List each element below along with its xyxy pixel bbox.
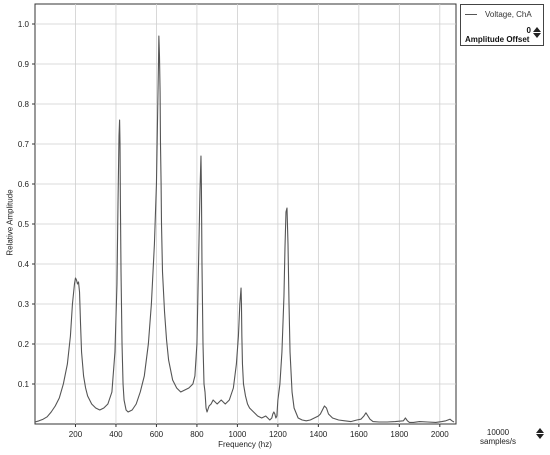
y-tick-label: 1.0 xyxy=(18,20,30,29)
spin-up-icon[interactable] xyxy=(533,27,541,32)
y-tick-label: 0.5 xyxy=(18,220,30,229)
x-tick-label: 2000 xyxy=(431,430,449,439)
x-tick-label: 1600 xyxy=(350,430,368,439)
x-axis-label: Frequency (hz) xyxy=(218,440,272,449)
series-line xyxy=(34,35,455,423)
legend-entry: Voltage, ChA xyxy=(465,10,532,19)
amplitude-offset-label: Amplitude Offset xyxy=(465,35,530,44)
spin-down-icon[interactable] xyxy=(533,33,541,38)
legend-panel: Voltage, ChA 0 Amplitude Offset xyxy=(460,4,544,46)
x-tick-label: 800 xyxy=(190,430,204,439)
y-tick-label: 0.7 xyxy=(18,140,30,149)
x-tick-label: 1000 xyxy=(229,430,247,439)
x-tick-label: 400 xyxy=(109,430,123,439)
x-tick-label: 1200 xyxy=(269,430,287,439)
x-tick-label: 1800 xyxy=(390,430,408,439)
sample-rate-spinner[interactable] xyxy=(536,428,544,439)
x-tick-label: 1400 xyxy=(309,430,327,439)
plot-area xyxy=(34,3,457,425)
y-tick-label: 0.4 xyxy=(18,260,30,269)
amplitude-offset-value: 0 xyxy=(526,26,531,35)
series-swatch xyxy=(465,14,477,15)
y-tick-label: 0.8 xyxy=(18,100,30,109)
y-tick-label: 0.2 xyxy=(18,340,30,349)
amplitude-offset-spinner[interactable] xyxy=(533,27,541,38)
y-tick-label: 0.9 xyxy=(18,60,30,69)
x-tick-label: 600 xyxy=(150,430,164,439)
y-tick-label: 0.3 xyxy=(18,300,30,309)
sample-rate-value: 10000 xyxy=(486,428,510,437)
y-axis-label: Relative Amplitude xyxy=(5,189,15,256)
sample-rate-display: 10000 samples/s xyxy=(480,428,516,446)
y-tick-label: 0.6 xyxy=(18,180,30,189)
y-tick-label: 0.1 xyxy=(18,380,30,389)
rate-down-icon[interactable] xyxy=(536,434,544,439)
x-tick-label: 200 xyxy=(69,430,83,439)
sample-rate-unit: samples/s xyxy=(480,437,517,446)
legend-series-label: Voltage, ChA xyxy=(485,10,532,19)
rate-up-icon[interactable] xyxy=(536,428,544,433)
